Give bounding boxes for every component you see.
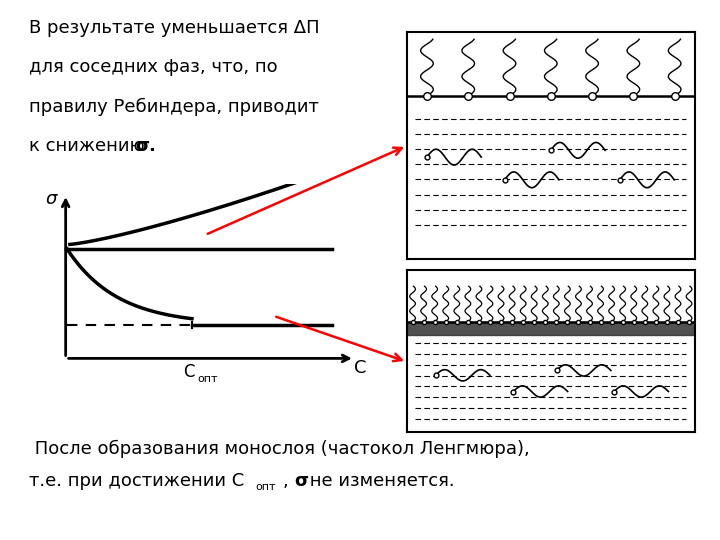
Text: ,: ,	[283, 472, 294, 490]
Text: опт: опт	[256, 482, 276, 492]
Text: не изменяется.: не изменяется.	[304, 472, 454, 490]
Text: C: C	[184, 363, 195, 381]
Text: σ: σ	[46, 190, 58, 208]
Text: После образования монослоя (частокол Ленгмюра),: После образования монослоя (частокол Лен…	[29, 440, 529, 458]
Text: В результате уменьшается ΔП: В результате уменьшается ΔП	[29, 19, 320, 37]
Text: опт: опт	[197, 374, 217, 384]
Text: т.е. при достижении С: т.е. при достижении С	[29, 472, 244, 490]
Text: к снижению: к снижению	[29, 137, 150, 155]
Text: для соседних фаз, что, по: для соседних фаз, что, по	[29, 58, 277, 76]
Text: C: C	[354, 359, 366, 376]
Text: σ: σ	[294, 472, 307, 490]
Text: σ.: σ.	[135, 137, 156, 155]
Text: правилу Ребиндера, приводит: правилу Ребиндера, приводит	[29, 98, 319, 116]
